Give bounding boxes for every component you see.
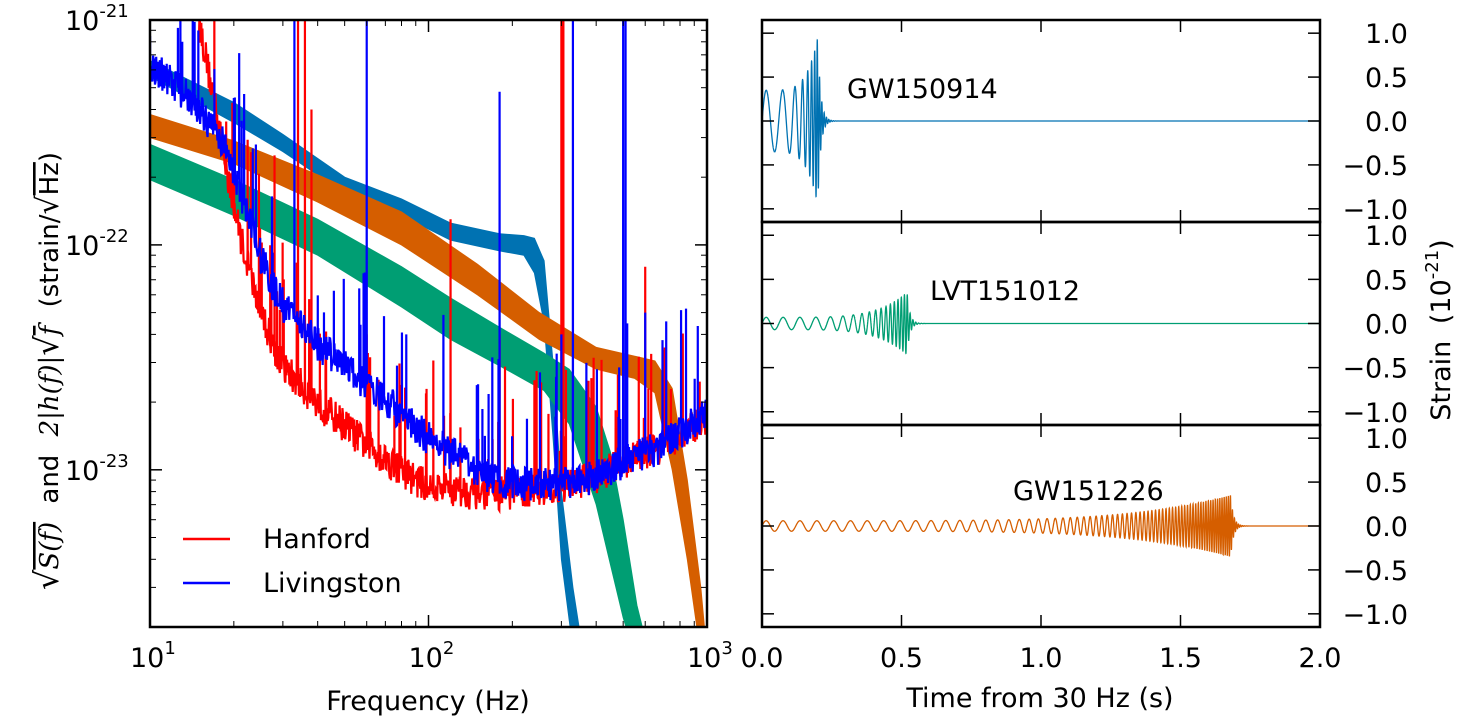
x-tick-label-time: 1.5 bbox=[1159, 643, 1202, 674]
asd-curve-livingston bbox=[150, 20, 707, 502]
y-tick-label-strain: 0.5 bbox=[1365, 468, 1408, 499]
y-tick-label-strain: −1.0 bbox=[1342, 195, 1408, 226]
y-label-strain: Strain bbox=[1426, 341, 1457, 421]
x-tick-label-time: 0.0 bbox=[741, 643, 784, 674]
x-tick-label-time: 2.0 bbox=[1299, 643, 1342, 674]
y-tick-label-strain: 0.0 bbox=[1365, 512, 1408, 543]
x-tick-label: 101 bbox=[130, 638, 176, 674]
y-label-unit-close: ) bbox=[35, 152, 65, 162]
band-lvt151012 bbox=[150, 143, 643, 627]
y-label-unit-open: (strain/ bbox=[35, 214, 65, 307]
y-label-unit-exp: -21 bbox=[1422, 250, 1443, 279]
y-tick-label-strain: 0.5 bbox=[1365, 265, 1408, 296]
y-tick-label-strain: −0.5 bbox=[1342, 556, 1408, 587]
legend-label-hanford: Hanford bbox=[263, 524, 371, 555]
y-tick-label-strain: 1.0 bbox=[1365, 221, 1408, 252]
y-tick-label-strain: 0.0 bbox=[1365, 107, 1408, 138]
x-tick-label-time: 0.5 bbox=[880, 643, 923, 674]
waveform-gw150914 bbox=[762, 38, 1320, 198]
y-label-sqrt-s: S(f) bbox=[35, 522, 65, 570]
y-tick-label-strain: 1.0 bbox=[1365, 424, 1408, 455]
x-tick-label: 103 bbox=[687, 638, 733, 674]
y-label-and: and bbox=[35, 455, 65, 504]
legend: Hanford Livingston bbox=[183, 524, 402, 599]
y-label-sqrt-f: f bbox=[35, 321, 65, 337]
waveform-lvt151012 bbox=[762, 293, 1320, 355]
event-label-gw151226: GW151226 bbox=[1013, 476, 1164, 507]
band-gw151226 bbox=[150, 113, 705, 627]
y-tick-label: 10-23 bbox=[65, 451, 129, 487]
x-tick-label-time: 1.0 bbox=[1020, 643, 1063, 674]
x-axis-label-time: Time from 30 Hz (s) bbox=[905, 683, 1173, 714]
event-label-gw150914: GW150914 bbox=[847, 74, 998, 105]
waveform-plots: GW150914 LVT151012 GW151226 1.0 0.5 0.0 −0.… bbox=[741, 18, 1457, 714]
asd-plot: 101 102 103 10-21 10-22 10-23 Hanford Livings… bbox=[28, 1, 733, 717]
y-label-unit-close-paren: ) bbox=[1426, 239, 1457, 250]
y-label-unit-open-paren: (10 bbox=[1426, 279, 1457, 324]
y-label-two-h: 2|h(f)| bbox=[35, 356, 65, 438]
y-tick-label-strain: 0.5 bbox=[1365, 63, 1408, 94]
y-tick-label-strain: −0.5 bbox=[1342, 354, 1408, 385]
waveform-gw151226 bbox=[762, 495, 1320, 557]
svg-text:√S(f) and 2|h(: √S(f) and 2|h(f)|√f (strain/√Hz) bbox=[28, 152, 66, 590]
event-label-lvt151012: LVT151012 bbox=[930, 276, 1080, 307]
y-tick-label-strain: −1.0 bbox=[1342, 600, 1408, 631]
y-tick-label-strain: 0.0 bbox=[1365, 310, 1408, 341]
x-axis-label: Frequency (Hz) bbox=[326, 686, 530, 717]
y-tick-label-strain: 1.0 bbox=[1365, 19, 1408, 50]
x-tick-label: 102 bbox=[409, 638, 455, 674]
y-tick-label: 10-22 bbox=[65, 226, 129, 262]
y-tick-label-strain: −1.0 bbox=[1342, 398, 1408, 429]
y-axis-label: √S(f) and 2|h(f)|√f (strain/√Hz) bbox=[28, 152, 66, 590]
y-label-unit-hz: Hz bbox=[35, 162, 65, 195]
y-tick-label: 10-21 bbox=[65, 1, 129, 37]
svg-text:Strain (10-21): Strain (10-21) bbox=[1422, 239, 1457, 420]
legend-label-livingston: Livingston bbox=[263, 568, 402, 599]
y-axis-label-strain: Strain (10-21) bbox=[1422, 239, 1457, 420]
y-tick-label-strain: −0.5 bbox=[1342, 151, 1408, 182]
